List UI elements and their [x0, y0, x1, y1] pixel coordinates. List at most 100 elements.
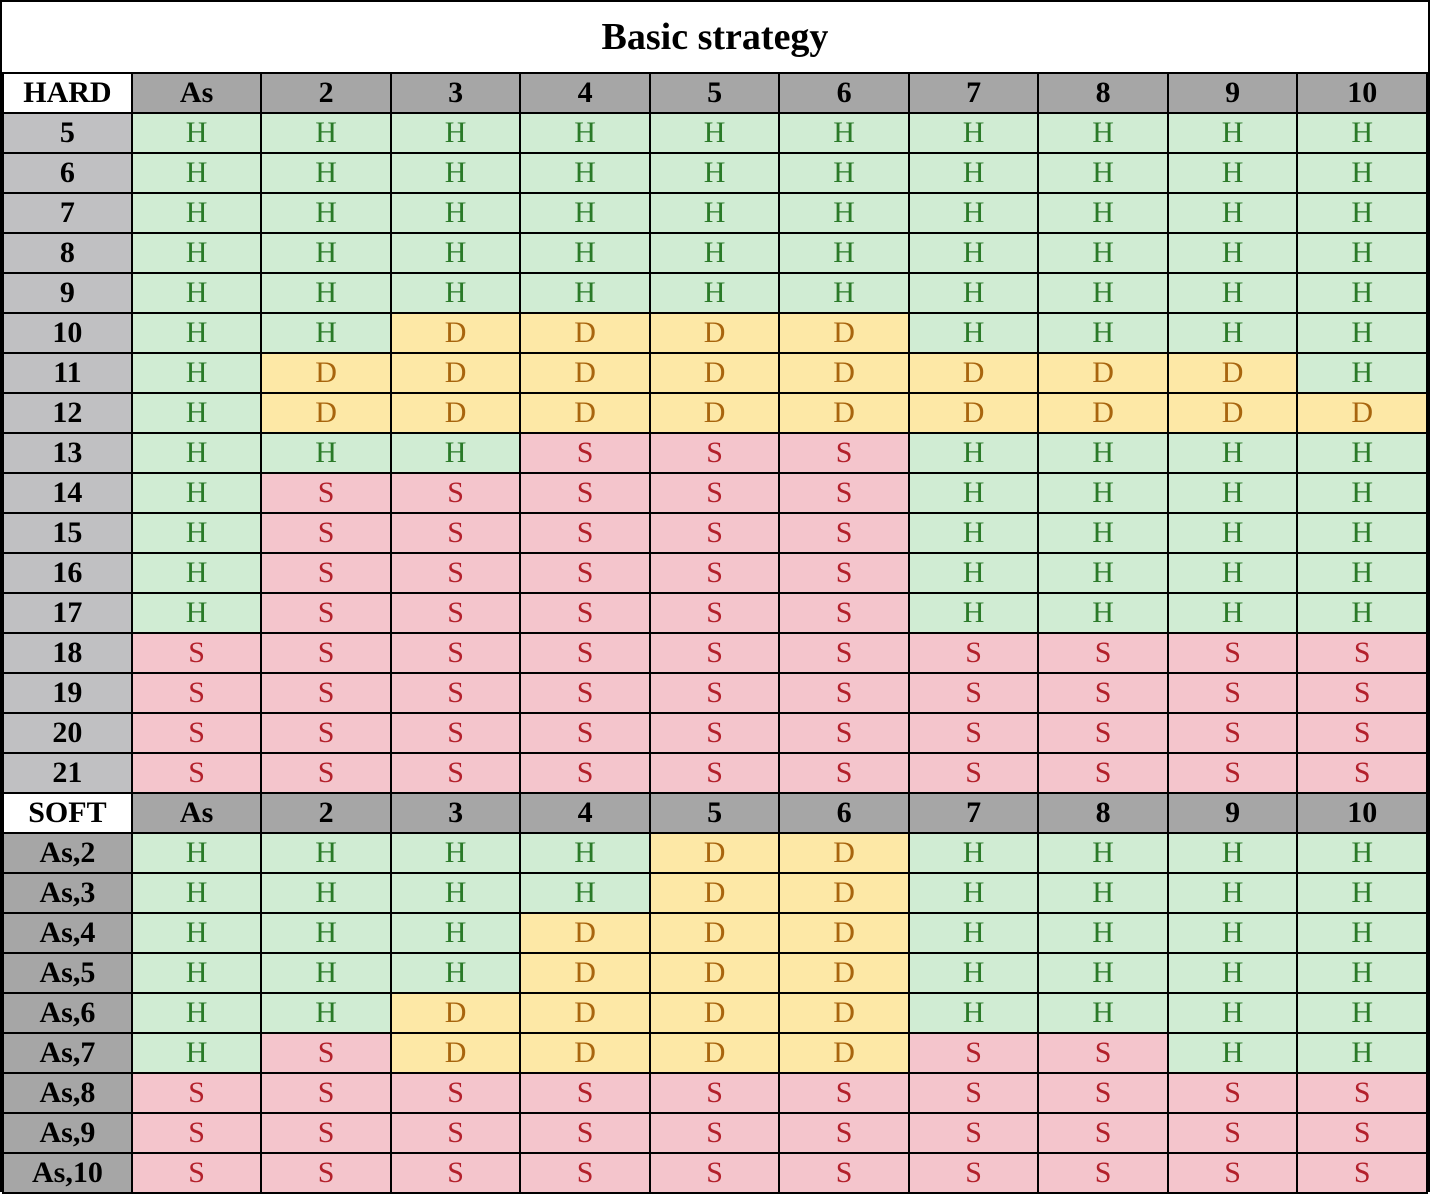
action-cell: D: [778, 1032, 910, 1074]
action-cell: S: [648, 1152, 781, 1194]
action-cell: H: [907, 592, 1040, 634]
dealer-card-header: 5: [648, 792, 781, 834]
action-cell: S: [907, 632, 1040, 674]
action-cell: S: [260, 1152, 392, 1194]
dealer-card-header: 8: [1037, 72, 1169, 114]
table-row: 21 S S S S S S S S S S: [2, 752, 1428, 794]
action-cell: H: [907, 152, 1040, 194]
action-cell: H: [1166, 232, 1299, 274]
action-cell: D: [1037, 352, 1169, 394]
action-cell: H: [260, 992, 392, 1034]
table-row: As,8 S S S S S S S S S S: [2, 1072, 1428, 1114]
player-hand-label: As,2: [2, 832, 133, 874]
action-cell: S: [1166, 712, 1299, 754]
dealer-card-header: 4: [519, 792, 651, 834]
action-cell: H: [1296, 512, 1428, 554]
table-row: 13 H H H S S S H H H H: [2, 432, 1428, 474]
action-cell: S: [1037, 1032, 1169, 1074]
action-cell: H: [130, 312, 263, 354]
dealer-card-header: 6: [778, 792, 910, 834]
action-cell: H: [130, 912, 263, 954]
action-cell: S: [1166, 672, 1299, 714]
action-cell: H: [1166, 512, 1299, 554]
action-cell: S: [1166, 752, 1299, 794]
action-cell: H: [778, 192, 910, 234]
table-row: As,2 H H H H D D H H H H: [2, 832, 1428, 874]
action-cell: H: [1166, 832, 1299, 874]
action-cell: H: [389, 152, 522, 194]
action-cell: D: [1166, 352, 1299, 394]
strategy-table: HARD As 2 3 4 5 6 7 8 9 10 5 H H H H H H H H H H 6 H H H H H H H H H H 7 H…: [2, 72, 1428, 1194]
action-cell: D: [648, 312, 781, 354]
action-cell: S: [778, 432, 910, 474]
action-cell: D: [778, 952, 910, 994]
action-cell: D: [648, 392, 781, 434]
dealer-card-header: 6: [778, 72, 910, 114]
action-cell: S: [1296, 632, 1428, 674]
action-cell: S: [260, 1112, 392, 1154]
table-row: As,10 S S S S S S S S S S: [2, 1152, 1428, 1194]
player-hand-label: 9: [2, 272, 133, 314]
action-cell: S: [519, 592, 651, 634]
action-cell: S: [389, 672, 522, 714]
action-cell: H: [907, 112, 1040, 154]
action-cell: H: [519, 272, 651, 314]
action-cell: H: [1037, 592, 1169, 634]
action-cell: H: [1037, 112, 1169, 154]
action-cell: S: [260, 512, 392, 554]
action-cell: S: [1037, 632, 1169, 674]
action-cell: H: [1037, 472, 1169, 514]
action-cell: S: [907, 752, 1040, 794]
action-cell: D: [778, 832, 910, 874]
action-cell: H: [260, 912, 392, 954]
player-hand-label: 10: [2, 312, 133, 354]
player-hand-label: As,8: [2, 1072, 133, 1114]
action-cell: H: [1296, 312, 1428, 354]
action-cell: S: [519, 632, 651, 674]
action-cell: H: [389, 832, 522, 874]
action-cell: S: [389, 552, 522, 594]
player-hand-label: As,10: [2, 1152, 133, 1194]
action-cell: H: [1037, 272, 1169, 314]
dealer-card-header: 10: [1296, 792, 1428, 834]
action-cell: S: [648, 752, 781, 794]
action-cell: S: [130, 632, 263, 674]
player-hand-label: 18: [2, 632, 133, 674]
action-cell: H: [907, 872, 1040, 914]
player-hand-label: 8: [2, 232, 133, 274]
action-cell: H: [389, 192, 522, 234]
table-row: 16 H S S S S S H H H H: [2, 552, 1428, 594]
dealer-card-header: 9: [1166, 72, 1299, 114]
table-row: 20 S S S S S S S S S S: [2, 712, 1428, 754]
action-cell: S: [778, 672, 910, 714]
action-cell: S: [1296, 752, 1428, 794]
action-cell: H: [1037, 832, 1169, 874]
action-cell: D: [648, 992, 781, 1034]
action-cell: D: [778, 352, 910, 394]
action-cell: H: [1037, 232, 1169, 274]
action-cell: D: [519, 912, 651, 954]
action-cell: S: [1166, 1072, 1299, 1114]
action-cell: S: [260, 472, 392, 514]
action-cell: S: [1166, 1112, 1299, 1154]
action-cell: H: [1037, 952, 1169, 994]
action-cell: S: [778, 512, 910, 554]
action-cell: S: [1037, 1112, 1169, 1154]
action-cell: S: [389, 1072, 522, 1114]
action-cell: H: [1166, 952, 1299, 994]
action-cell: S: [778, 1072, 910, 1114]
player-hand-label: As,4: [2, 912, 133, 954]
action-cell: S: [260, 712, 392, 754]
action-cell: H: [778, 232, 910, 274]
action-cell: H: [1296, 832, 1428, 874]
action-cell: H: [389, 232, 522, 274]
hard-section-label: HARD: [2, 72, 133, 114]
action-cell: H: [130, 872, 263, 914]
action-cell: S: [1296, 672, 1428, 714]
table-row: 18 S S S S S S S S S S: [2, 632, 1428, 674]
action-cell: H: [1296, 912, 1428, 954]
